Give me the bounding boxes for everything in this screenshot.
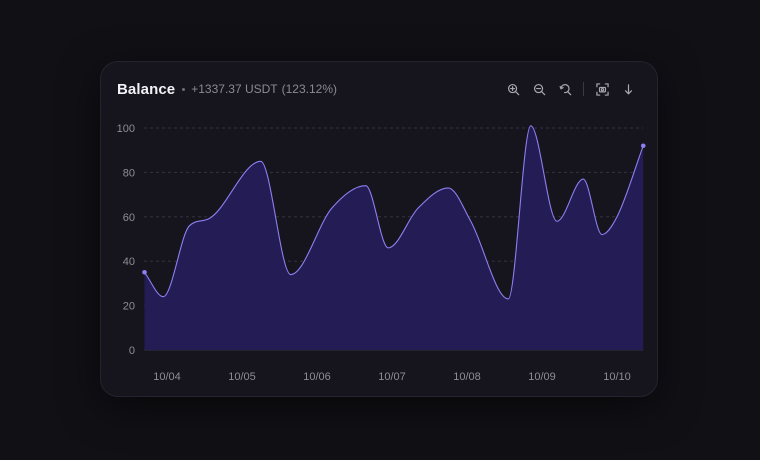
x-tick-label: 10/06 bbox=[303, 371, 331, 383]
y-tick-label: 20 bbox=[123, 301, 135, 313]
balance-change: +1337.37 USDT (123.12%) bbox=[191, 82, 337, 96]
screenshot-icon bbox=[595, 82, 609, 96]
zoom-out-button[interactable] bbox=[526, 78, 552, 100]
balance-card: Balance +1337.37 USDT (123.12%) bbox=[100, 61, 658, 397]
balance-line bbox=[144, 125, 644, 300]
zoom-in-button[interactable] bbox=[500, 78, 526, 100]
y-tick-label: 0 bbox=[129, 345, 135, 357]
y-tick-label: 80 bbox=[123, 167, 135, 179]
x-tick-label: 10/08 bbox=[453, 371, 481, 383]
zoom-out-icon bbox=[533, 83, 545, 95]
x-axis: 10/04 10/05 10/06 10/07 10/08 10/09 10/10 bbox=[153, 371, 631, 383]
y-tick-label: 60 bbox=[123, 212, 135, 224]
toolbar-divider bbox=[583, 82, 584, 96]
chart-toolbar bbox=[500, 78, 641, 100]
data-point-marker bbox=[640, 143, 646, 149]
zoom-in-icon bbox=[507, 83, 519, 95]
data-point-marker bbox=[142, 270, 147, 275]
x-tick-label: 10/10 bbox=[603, 371, 631, 383]
change-percent: (123.12%) bbox=[281, 82, 337, 96]
separator-dot bbox=[182, 87, 186, 91]
download-icon bbox=[624, 83, 632, 94]
change-value: +1337.37 USDT bbox=[191, 82, 278, 96]
endpoint-markers bbox=[142, 143, 646, 275]
x-tick-label: 10/04 bbox=[153, 371, 181, 383]
card-header: Balance +1337.37 USDT (123.12%) bbox=[117, 78, 641, 100]
screenshot-button[interactable] bbox=[589, 78, 615, 100]
x-tick-label: 10/07 bbox=[378, 371, 406, 383]
zoom-reset-icon bbox=[559, 83, 571, 95]
x-tick-label: 10/05 bbox=[228, 371, 256, 383]
y-tick-label: 100 bbox=[117, 123, 135, 135]
card-title: Balance bbox=[117, 80, 176, 98]
balance-area bbox=[144, 125, 644, 350]
zoom-reset-button[interactable] bbox=[552, 78, 578, 100]
y-axis: 0 20 40 60 80 100 bbox=[117, 123, 135, 357]
x-tick-label: 10/09 bbox=[528, 371, 556, 383]
download-button[interactable] bbox=[615, 78, 641, 100]
y-tick-label: 40 bbox=[123, 256, 135, 268]
